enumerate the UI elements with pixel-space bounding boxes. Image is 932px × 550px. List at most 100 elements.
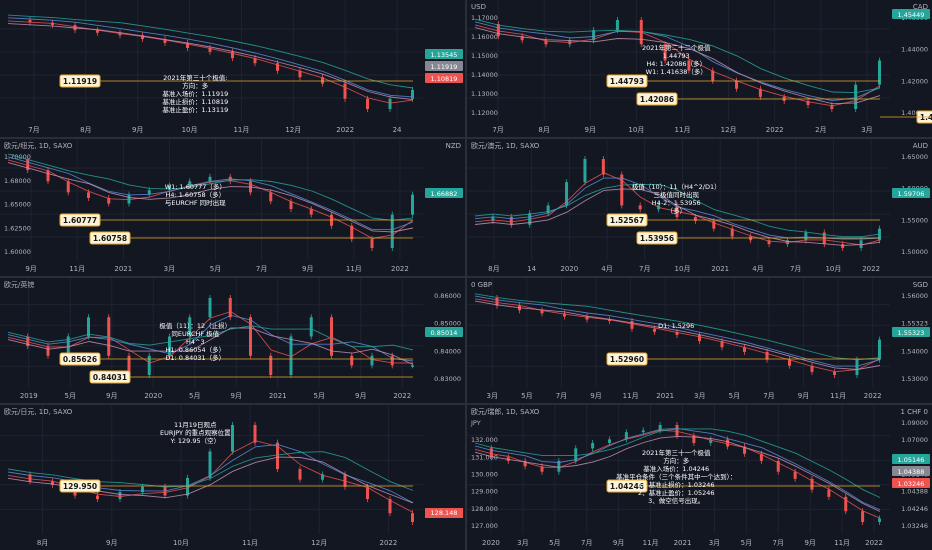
- price-badge: 1.05146: [892, 454, 930, 464]
- annotation-note: H1: 0.86054（多）: [165, 345, 225, 354]
- symbol-header: USD: [471, 3, 486, 11]
- chart-panel-gbpsgd[interactable]: 3月 5月 7月 9月 11月 2021 3月 5月 7月 9月 11月 2022 0 GBP SGD 1.…: [467, 278, 932, 403]
- annotation-note: 11月19日观点: [174, 421, 217, 429]
- x-tick-label: 10月: [675, 265, 691, 273]
- x-tick-label: 11月: [242, 539, 258, 547]
- x-tick-label: 9月: [106, 392, 117, 400]
- x-tick-label: 2022: [336, 126, 354, 134]
- y-tick-label: 0.86000: [434, 292, 461, 300]
- x-tick-label: 5月: [210, 265, 221, 273]
- annotation-note: 极值（10）：11（H4^2/D1）: [632, 182, 721, 191]
- x-tick-label: 10月: [825, 265, 841, 273]
- x-tick-label: 7月: [256, 265, 267, 273]
- svg-text:1.04388: 1.04388: [898, 468, 925, 476]
- unit-label: AUD: [913, 142, 928, 150]
- x-tick-label: 2019: [20, 392, 38, 400]
- x-tick-label: 7月: [763, 392, 774, 400]
- price-badge: 1.59706: [892, 188, 930, 198]
- x-tick-label: 2020: [144, 392, 162, 400]
- chart-panel-euraud[interactable]: 8月 14 2020 4月 7月 10月 2021 4月 7月 10月 2022 欧元/澳元, 1D,…: [467, 139, 932, 276]
- chart-svg: 9月 11月 2021 3月 5月 7月 9月 11月 2022 欧元/纽元, 1D, SAXO N…: [0, 139, 463, 273]
- x-tick-label: 11月: [69, 265, 85, 273]
- annotation-note: 三极值同时出现: [654, 190, 700, 199]
- level-label: 1.11919: [59, 74, 101, 88]
- annotation-note: H4^3: [186, 338, 205, 346]
- moving-average-line: [474, 172, 881, 246]
- x-tick-label: 24: [393, 126, 402, 134]
- y-tick-label: 0.83000: [434, 375, 461, 383]
- x-tick-label: 7月: [492, 126, 503, 134]
- y-tick-label: 1.44000: [901, 46, 928, 54]
- chart-svg: 2020 3月 5月 7月 9月 11月 2021 3月 5月 7月 9月 11月 2022 欧元/瑞郎,…: [467, 405, 930, 547]
- moving-average-line: [474, 21, 881, 102]
- annotation-note: 同EURCHF 极值: [171, 329, 219, 338]
- x-tick-label: 14: [527, 265, 536, 273]
- moving-average-line: [474, 435, 881, 512]
- chart-panel-eurjpy[interactable]: 8月 9月 10月 11月 12月 2022 欧元/日元, 1D, SAXO 129.950 1…: [0, 405, 465, 550]
- x-tick-label: 10月: [182, 126, 198, 134]
- x-tick-label: 10月: [173, 539, 189, 547]
- y-tick-label: 129.000: [471, 488, 498, 496]
- moving-average-line: [474, 427, 881, 511]
- symbol-header: 欧元/英镑: [4, 280, 34, 289]
- moving-average-line: [474, 429, 881, 519]
- svg-text:129.950: 129.950: [63, 482, 97, 491]
- x-tick-label: 3月: [164, 265, 175, 273]
- x-tick-label: 9月: [613, 539, 624, 547]
- y-tick-label: 1.53000: [901, 375, 928, 383]
- x-tick-label: 2021: [269, 392, 287, 400]
- y-tick-label: 1.40000: [901, 109, 928, 117]
- svg-text:1.03246: 1.03246: [898, 480, 925, 488]
- y-tick-label: 1.04388: [901, 488, 928, 496]
- symbol-header: 0 GBP: [471, 281, 492, 289]
- svg-text:1.52960: 1.52960: [610, 355, 644, 364]
- annotation-note: 与EURCHF 同时出现: [165, 198, 226, 207]
- moving-average-line: [7, 159, 414, 239]
- x-tick-label: 3月: [861, 126, 872, 134]
- y-tick-label: 1.65000: [4, 201, 31, 209]
- moving-average-line: [7, 23, 414, 101]
- x-tick-label: 8月: [37, 539, 48, 547]
- moving-average-line: [474, 24, 881, 107]
- moving-average-line: [474, 177, 881, 240]
- y-tick-label: 1.55000: [901, 216, 928, 224]
- moving-average-line: [474, 183, 881, 238]
- x-tick-label: 8月: [488, 265, 499, 273]
- chart-panel-eurchf[interactable]: 2020 3月 5月 7月 9月 11月 2021 3月 5月 7月 9月 11月 2022 欧元/瑞郎,…: [467, 405, 932, 550]
- y-tick-label: 1.62500: [4, 224, 31, 232]
- chart-panel-eurgbp[interactable]: 2019 5月 9月 2020 5月 9月 2021 5月 9月 2022 欧元/英镑 0.86000…: [0, 278, 465, 403]
- level-label: 1.60758: [89, 231, 131, 245]
- horizontal-separator: [0, 403, 932, 405]
- price-badge: 1.10819: [425, 73, 463, 83]
- x-tick-label: 3月: [709, 539, 720, 547]
- x-tick-label: 5月: [314, 392, 325, 400]
- level-label: 129.950: [59, 479, 101, 493]
- svg-text:1.44793: 1.44793: [610, 77, 644, 86]
- annotation-note: 基准入场价：1.11919: [162, 89, 228, 98]
- moving-average-line: [474, 18, 881, 94]
- price-badge: 128.148: [425, 508, 463, 518]
- x-tick-label: 8月: [538, 126, 549, 134]
- annotation-note: 3、做空信号出现。: [648, 496, 704, 505]
- y-tick-label: JPY: [470, 419, 481, 427]
- y-tick-label: 1.04246: [901, 505, 928, 513]
- annotation-note: 2021年第二十二个极值: [642, 43, 711, 52]
- y-tick-label: 1.07000: [901, 436, 928, 444]
- svg-text:1.60777: 1.60777: [63, 216, 97, 225]
- svg-text:1.11919: 1.11919: [63, 77, 97, 86]
- x-tick-label: 9月: [302, 265, 313, 273]
- x-tick-label: 11月: [834, 539, 850, 547]
- moving-average-line: [7, 325, 414, 351]
- x-tick-label: 9月: [25, 265, 36, 273]
- svg-text:0.85626: 0.85626: [63, 355, 97, 364]
- y-tick-label: 1.12000: [471, 109, 498, 117]
- chart-panel-usdcad[interactable]: 7月8月9月10月11月12月20222月3月USDCAD1.460001.44…: [467, 0, 932, 137]
- x-tick-label: 12月: [311, 539, 327, 547]
- chart-panel-eurusd[interactable]: 7月 8月 9月 10月 11月 12月 2022 24 1.13545 1.11919 1.108…: [0, 0, 465, 137]
- annotation-note: H4-2：1.53956: [652, 199, 701, 207]
- chart-panel-gbpnzd[interactable]: 9月 11月 2021 3月 5月 7月 9月 11月 2022 欧元/纽元, 1D, SAXO N…: [0, 139, 465, 276]
- symbol-header: 欧元/纽元, 1D, SAXO: [4, 141, 73, 150]
- level-label: 1.52567: [606, 213, 648, 227]
- y-tick-label: 1.14000: [471, 71, 498, 79]
- x-tick-label: 5月: [729, 392, 740, 400]
